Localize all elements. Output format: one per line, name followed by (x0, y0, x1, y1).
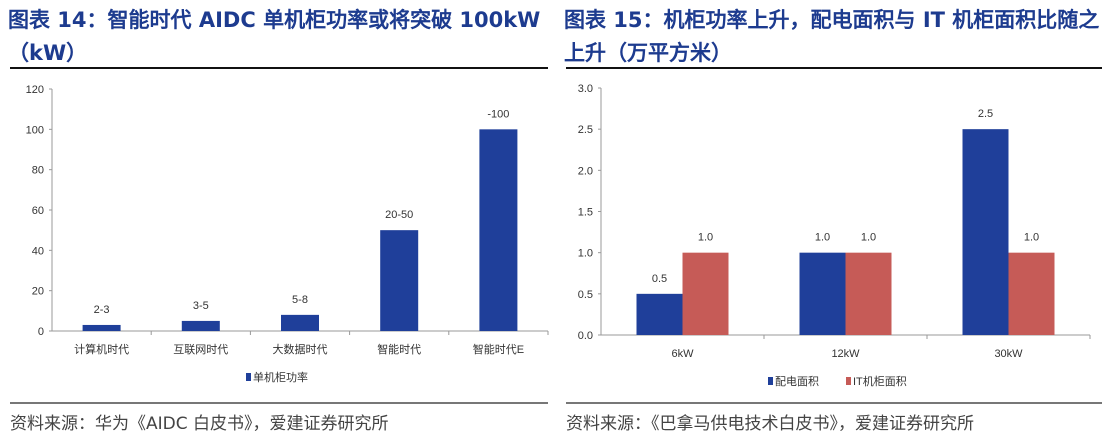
y-tick-label: 100 (26, 124, 44, 136)
bar (799, 252, 846, 335)
bar (479, 129, 518, 331)
legend-swatch (846, 377, 851, 385)
data-label: 1.0 (861, 232, 876, 244)
x-tick-label: 6kW (672, 348, 695, 360)
data-label: 20-50 (385, 209, 413, 221)
bar (380, 230, 419, 331)
y-tick-label: 0.0 (578, 330, 593, 342)
y-tick-label: 20 (32, 286, 44, 298)
bar (845, 252, 892, 335)
y-tick-label: 0 (38, 326, 44, 338)
y-tick-label: 0.5 (578, 289, 593, 301)
area-chart: 0.0 0.5 1.0 1.5 2.0 2.5 3.0 6kW 0.5 1.0 12kW 1.0 1.0… (578, 83, 1091, 388)
data-label: 3-5 (193, 300, 209, 312)
data-label: 5-8 (292, 294, 308, 306)
x-tick-label: 互联网时代 (173, 343, 228, 356)
source-note: 资料来源：《巴拿马供电技术白皮书》，爱建证券研究所 (566, 414, 974, 434)
y-tick-label: 60 (32, 205, 44, 217)
legend-label: 配电面积 (775, 375, 819, 388)
y-tick-label: 80 (32, 165, 44, 177)
bar (962, 129, 1009, 335)
y-tick-label: 1.5 (578, 207, 593, 219)
bar (181, 320, 220, 331)
data-label: -100 (487, 108, 509, 120)
left-panel: 图表 14：智能时代 AIDC 单机柜功率或将突破 100kW （kW） 0 20… (8, 8, 549, 434)
data-label: 1.0 (698, 232, 713, 244)
y-tick-label: 3.0 (578, 83, 593, 95)
legend-swatch (246, 373, 251, 381)
footer-divider (566, 402, 1102, 404)
title-divider (10, 67, 548, 69)
chart-title: 图表 15：机柜功率上升，配电面积与 IT 机柜面积比随之 上升（万平方米） (564, 8, 1100, 65)
footer-divider (10, 402, 548, 404)
x-tick-label: 大数据时代 (273, 342, 328, 356)
legend-label: 单机柜功率 (253, 370, 308, 384)
y-tick-label: 120 (26, 84, 44, 96)
data-label: 1.0 (1024, 232, 1039, 244)
bar (682, 252, 729, 335)
data-label: 2-3 (94, 304, 110, 316)
x-tick-label: 智能时代E (473, 342, 524, 356)
y-tick-label: 2.0 (578, 165, 593, 177)
y-tick-label: 1.0 (578, 248, 593, 260)
power-chart: 0 20 40 60 80 100 120 计算机时代 2-3 互联网时代 3-5 大数据时代 5-8 智… (26, 84, 549, 384)
bar (82, 324, 121, 331)
right-panel: 图表 15：机柜功率上升，配电面积与 IT 机柜面积比随之 上升（万平方米） 0… (556, 0, 1112, 442)
x-tick-label: 计算机时代 (74, 342, 129, 356)
legend-swatch (768, 377, 773, 385)
data-label: 1.0 (815, 232, 830, 244)
data-label: 0.5 (652, 273, 667, 285)
bar (636, 293, 683, 335)
y-tick-label: 40 (32, 245, 44, 257)
y-tick-label: 2.5 (578, 124, 593, 136)
title-divider (566, 67, 1102, 69)
data-label: 2.5 (978, 108, 993, 120)
source-note: 资料来源：华为《AIDC 白皮书》，爱建证券研究所 (10, 414, 389, 434)
x-tick-label: 30kW (994, 348, 1023, 360)
x-tick-label: 12kW (831, 348, 860, 360)
chart-title: 图表 14：智能时代 AIDC 单机柜功率或将突破 100kW （kW） (8, 8, 541, 65)
legend-label: IT机柜面积 (853, 374, 907, 388)
bar (1008, 252, 1055, 335)
x-tick-label: 智能时代 (377, 342, 421, 356)
bar (281, 314, 319, 331)
